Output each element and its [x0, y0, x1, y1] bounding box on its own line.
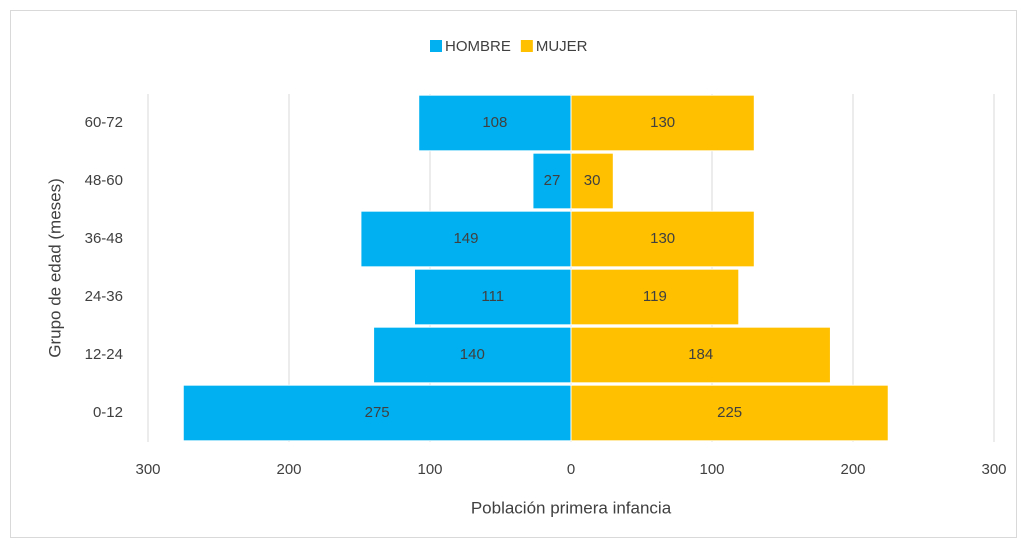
legend-swatch [430, 40, 442, 52]
bar [418, 94, 572, 152]
y-tick-label: 60-72 [85, 114, 123, 131]
x-tick-label: 300 [981, 461, 1006, 478]
legend-label: HOMBRE [445, 38, 511, 55]
x-tick-label: 100 [417, 461, 442, 478]
data-label: 184 [688, 346, 713, 363]
y-tick-label: 0-12 [93, 404, 123, 421]
data-label: 149 [453, 230, 478, 247]
legend-swatch [520, 40, 533, 52]
data-label: 119 [643, 288, 667, 305]
data-label: 275 [365, 404, 390, 421]
bar [570, 94, 755, 152]
data-label: 108 [482, 114, 507, 131]
x-tick-label: 0 [567, 461, 575, 478]
y-tick-label: 24-36 [85, 288, 123, 305]
bar [570, 268, 740, 326]
bar [570, 326, 831, 384]
x-tick-label: 100 [699, 461, 724, 478]
bar [360, 210, 572, 268]
bar [373, 326, 572, 384]
bar [532, 152, 572, 210]
bar [570, 152, 614, 210]
bar [570, 210, 755, 268]
y-tick-label: 48-60 [85, 172, 123, 189]
y-axis-title: Grupo de edad (meses) [45, 178, 64, 358]
x-tick-label: 200 [276, 461, 301, 478]
y-tick-label: 12-24 [85, 346, 123, 363]
x-tick-label: 300 [135, 461, 160, 478]
data-label: 140 [460, 346, 485, 363]
bar [570, 384, 889, 442]
x-tick-label: 200 [840, 461, 865, 478]
data-label: 27 [544, 172, 561, 189]
bar [413, 268, 572, 326]
data-label: 130 [650, 114, 675, 131]
data-label: 111 [481, 288, 504, 305]
data-label: 225 [717, 404, 742, 421]
data-label: 130 [650, 230, 675, 247]
x-axis-title: Población primera infancia [471, 498, 672, 517]
data-label: 30 [584, 172, 601, 189]
legend-label: MUJER [536, 38, 588, 55]
y-tick-label: 36-48 [85, 230, 123, 247]
